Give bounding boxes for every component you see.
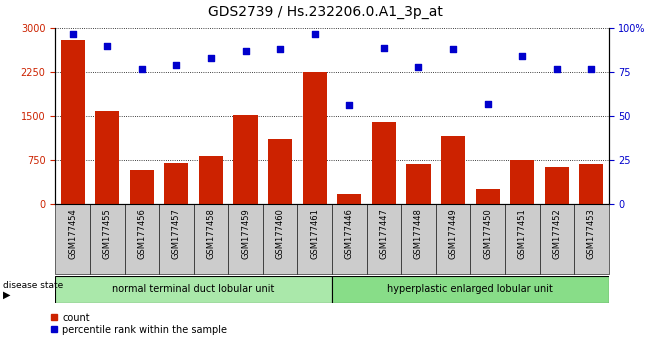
Point bbox=[309, 31, 320, 36]
Bar bbox=[124, 204, 159, 274]
Text: normal terminal duct lobular unit: normal terminal duct lobular unit bbox=[113, 284, 275, 295]
Bar bbox=[441, 136, 465, 204]
Text: GSM177447: GSM177447 bbox=[380, 209, 389, 259]
Bar bbox=[337, 194, 361, 204]
Bar bbox=[406, 164, 430, 204]
Bar bbox=[95, 111, 119, 204]
Point bbox=[379, 45, 389, 50]
Bar bbox=[303, 72, 327, 204]
Text: GSM177457: GSM177457 bbox=[172, 209, 181, 259]
Bar bbox=[475, 189, 500, 204]
Bar bbox=[401, 204, 436, 274]
Text: GSM177449: GSM177449 bbox=[449, 209, 458, 259]
Bar bbox=[436, 204, 470, 274]
Text: GSM177460: GSM177460 bbox=[275, 209, 284, 259]
Bar bbox=[61, 40, 85, 204]
Bar bbox=[159, 204, 194, 274]
Text: disease state: disease state bbox=[3, 281, 64, 290]
Bar bbox=[579, 164, 603, 204]
Point bbox=[413, 64, 424, 70]
Point bbox=[482, 101, 493, 107]
Text: GSM177448: GSM177448 bbox=[414, 209, 423, 259]
Text: GSM177450: GSM177450 bbox=[483, 209, 492, 259]
Text: GSM177446: GSM177446 bbox=[345, 209, 353, 259]
Text: GSM177453: GSM177453 bbox=[587, 209, 596, 259]
Bar bbox=[234, 115, 258, 204]
Point bbox=[102, 43, 113, 49]
Bar bbox=[194, 204, 229, 274]
Bar bbox=[505, 204, 540, 274]
Text: GSM177458: GSM177458 bbox=[206, 209, 215, 259]
Bar bbox=[55, 276, 332, 303]
Point bbox=[275, 46, 285, 52]
Bar bbox=[130, 170, 154, 204]
Text: GSM177461: GSM177461 bbox=[311, 209, 319, 259]
Text: GSM177452: GSM177452 bbox=[552, 209, 561, 259]
Point bbox=[586, 66, 596, 72]
Bar bbox=[510, 160, 534, 204]
Bar bbox=[540, 204, 574, 274]
Bar bbox=[470, 204, 505, 274]
Text: GSM177455: GSM177455 bbox=[103, 209, 112, 259]
Text: GDS2739 / Hs.232206.0.A1_3p_at: GDS2739 / Hs.232206.0.A1_3p_at bbox=[208, 5, 443, 19]
Bar bbox=[263, 204, 298, 274]
Point bbox=[240, 48, 251, 54]
Bar bbox=[199, 156, 223, 204]
Bar bbox=[229, 204, 263, 274]
Bar bbox=[372, 122, 396, 204]
Bar bbox=[268, 139, 292, 204]
Bar bbox=[574, 204, 609, 274]
Text: hyperplastic enlarged lobular unit: hyperplastic enlarged lobular unit bbox=[387, 284, 553, 295]
Point bbox=[137, 66, 147, 72]
Text: GSM177459: GSM177459 bbox=[241, 209, 250, 259]
Legend: count, percentile rank within the sample: count, percentile rank within the sample bbox=[50, 313, 227, 335]
Bar bbox=[55, 204, 90, 274]
Point bbox=[448, 46, 458, 52]
Point bbox=[344, 103, 355, 108]
Text: GSM177456: GSM177456 bbox=[137, 209, 146, 259]
Bar bbox=[332, 276, 609, 303]
Text: GSM177451: GSM177451 bbox=[518, 209, 527, 259]
Bar bbox=[367, 204, 401, 274]
Point bbox=[206, 55, 216, 61]
Bar bbox=[90, 204, 124, 274]
Bar bbox=[545, 167, 569, 204]
Point bbox=[551, 66, 562, 72]
Bar bbox=[298, 204, 332, 274]
Text: ▶: ▶ bbox=[3, 290, 11, 300]
Bar bbox=[164, 163, 189, 204]
Text: GSM177454: GSM177454 bbox=[68, 209, 77, 259]
Point bbox=[68, 31, 78, 36]
Point bbox=[171, 62, 182, 68]
Bar bbox=[332, 204, 367, 274]
Point bbox=[517, 53, 527, 59]
